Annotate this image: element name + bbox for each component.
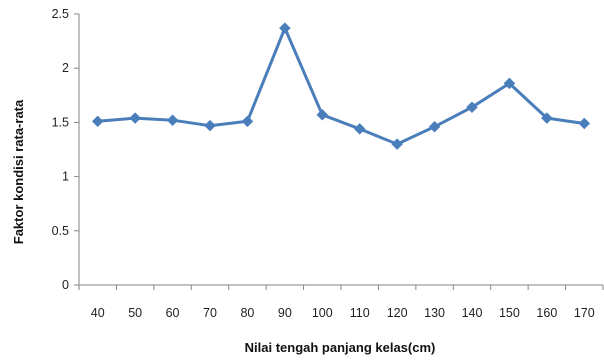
x-tick-label: 90 xyxy=(278,306,292,320)
data-point-marker xyxy=(503,77,516,90)
x-axis: 40 50 60 70 80 90 100 110 120 130 140 150 160 170 xyxy=(78,284,604,320)
data-point-marker xyxy=(391,138,403,150)
x-tick-label: 140 xyxy=(462,306,483,320)
y-tick-label: 0.5 xyxy=(52,224,69,238)
data-point-marker xyxy=(353,123,366,135)
x-tick-label: 50 xyxy=(128,306,142,320)
data-point-marker xyxy=(204,119,216,132)
data-point-marker xyxy=(279,22,291,34)
y-tick-label: 2 xyxy=(62,61,69,75)
data-point-marker xyxy=(541,112,553,124)
y-tick-label: 0 xyxy=(62,278,69,292)
data-point-marker xyxy=(466,101,478,114)
data-point-marker xyxy=(91,115,104,128)
series xyxy=(91,22,591,150)
data-point-marker xyxy=(129,112,141,124)
data-point-marker xyxy=(241,115,254,128)
x-tick-label: 40 xyxy=(91,306,105,320)
data-point-marker xyxy=(428,120,441,133)
x-tick-label: 100 xyxy=(312,306,333,320)
x-tick-label: 60 xyxy=(166,306,180,320)
y-tick-label: 2.5 xyxy=(52,7,69,21)
x-tick-label: 130 xyxy=(424,306,445,320)
y-tick-label: 1 xyxy=(62,170,69,184)
x-axis-title: Nilai tengah panjang kelas(cm) xyxy=(245,340,436,355)
x-tick-label: 120 xyxy=(387,306,408,320)
x-tick-label: 160 xyxy=(536,306,557,320)
x-tick-label: 150 xyxy=(499,306,520,320)
x-tick-label: 70 xyxy=(203,306,217,320)
data-point-marker xyxy=(316,108,329,121)
y-axis-title: Faktor kondisi rata-rata xyxy=(11,99,26,244)
y-tick-label: 1.5 xyxy=(52,115,69,129)
y-axis: 0 0.5 1 1.5 2 2.5 xyxy=(52,7,80,292)
x-tick-label: 110 xyxy=(350,306,370,320)
data-point-marker xyxy=(578,117,591,130)
x-tick-label: 170 xyxy=(574,306,595,320)
x-tick-label: 80 xyxy=(240,306,254,320)
data-point-marker xyxy=(166,114,179,127)
series-line xyxy=(97,26,585,146)
